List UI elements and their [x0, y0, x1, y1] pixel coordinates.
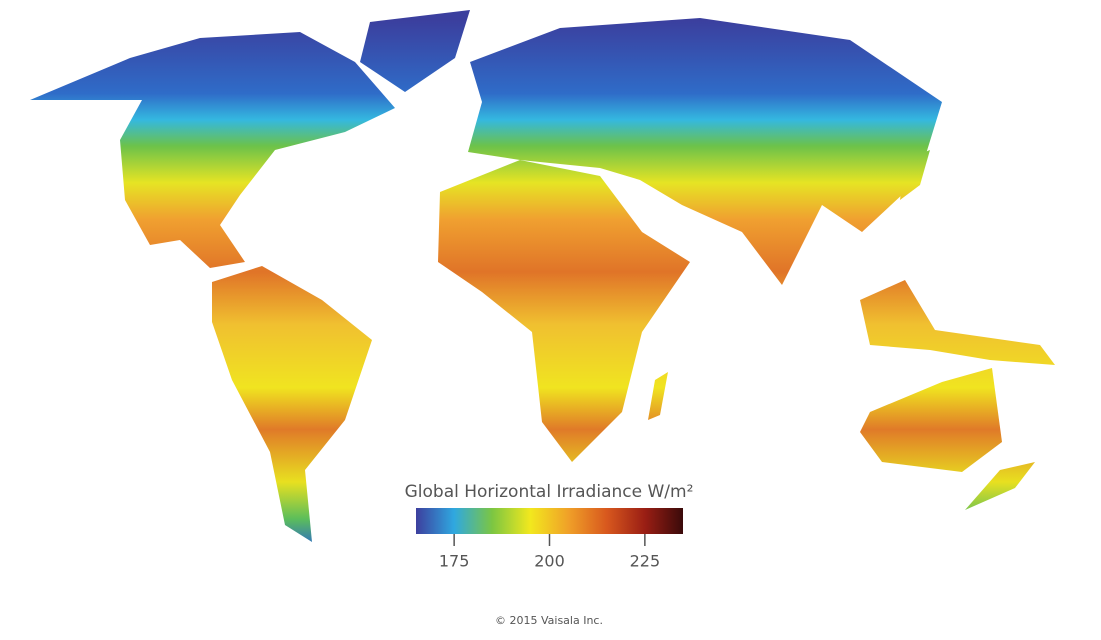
eurasia — [468, 18, 942, 285]
japan — [900, 150, 930, 200]
world-map — [30, 10, 1055, 542]
north-america — [30, 32, 395, 268]
new-zealand — [965, 462, 1035, 510]
africa — [438, 160, 690, 462]
colorbar-tick-label: 175 — [439, 552, 470, 571]
colorbar-tick-label: 200 — [534, 552, 565, 571]
south-america — [212, 266, 372, 542]
southeast-asia — [860, 280, 1055, 365]
madagascar — [648, 372, 668, 420]
copyright: © 2015 Vaisala Inc. — [495, 614, 603, 627]
australia — [860, 368, 1002, 472]
greenland — [360, 10, 470, 92]
colorbar-title: Global Horizontal Irradiance W/m² — [405, 482, 694, 502]
colorbar — [416, 508, 683, 534]
colorbar-tick-label: 225 — [630, 552, 661, 571]
